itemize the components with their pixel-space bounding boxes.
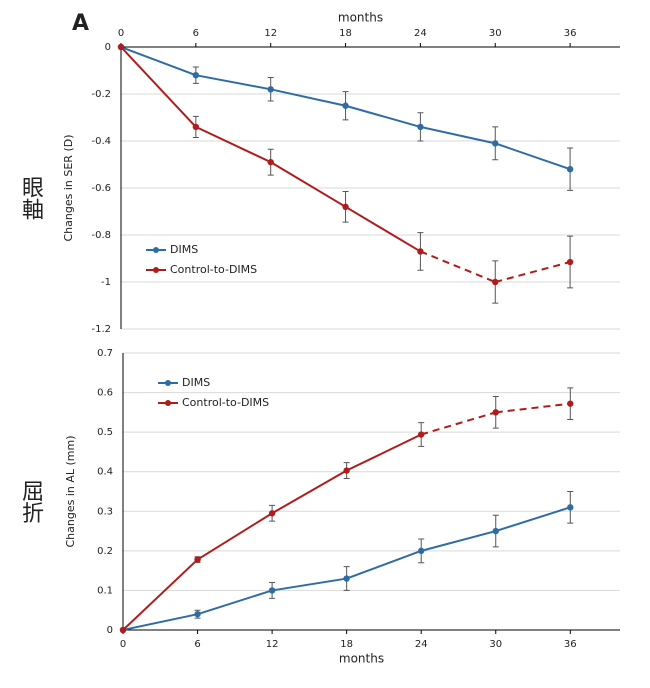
line-segment — [346, 433, 422, 472]
line-segment — [195, 74, 271, 91]
line-segment — [420, 530, 497, 552]
data-point — [268, 510, 276, 517]
line-segment — [271, 469, 348, 515]
data-point — [567, 400, 574, 407]
data-point — [192, 72, 200, 79]
data-point — [343, 575, 350, 582]
data-point — [119, 626, 127, 634]
y-axis-title: Changes in SER (D) — [62, 135, 75, 242]
legend-label: Control-to-DIMS — [182, 396, 269, 409]
line-segment — [345, 104, 421, 128]
legend-marker — [165, 400, 171, 406]
legend-label: DIMS — [182, 376, 210, 389]
x-tick-label: 24 — [414, 28, 427, 39]
data-point — [343, 467, 350, 474]
line-segment — [270, 88, 346, 107]
line-segment — [197, 589, 273, 616]
y-tick-label: 0.4 — [97, 467, 113, 478]
data-point — [492, 278, 499, 286]
x-tick-label: 18 — [339, 28, 352, 39]
x-tick-label: 30 — [489, 28, 502, 39]
data-point — [492, 409, 499, 416]
data-point — [492, 527, 499, 535]
y-tick-label: -0.6 — [91, 183, 111, 194]
data-point — [267, 86, 274, 93]
data-point — [192, 123, 200, 131]
line-segment — [346, 549, 422, 580]
y-tick-label: 0.6 — [97, 388, 113, 399]
legend-label: Control-to-DIMS — [170, 263, 257, 276]
line-segment — [420, 411, 497, 436]
data-point — [566, 258, 574, 266]
line-segment — [495, 402, 571, 414]
y-tick-label: -0.4 — [91, 136, 111, 147]
line-segment — [197, 512, 273, 561]
x-tick-label: 36 — [564, 28, 577, 39]
x-tick-label: 6 — [194, 639, 200, 650]
y-tick-label: -1.2 — [91, 324, 111, 335]
panel-label: A — [72, 11, 89, 36]
x-axis-title: months — [338, 11, 383, 25]
side-label: 眼軸 — [18, 176, 44, 220]
legend-marker — [165, 380, 171, 386]
data-point — [492, 140, 499, 147]
y-tick-label: 0 — [107, 625, 113, 636]
line-segment — [271, 577, 347, 592]
data-point — [342, 203, 349, 210]
data-point — [342, 102, 349, 109]
x-tick-label: 18 — [340, 639, 353, 650]
x-tick-label: 12 — [264, 28, 277, 39]
data-point — [117, 43, 125, 51]
data-point — [194, 556, 201, 563]
y-axis-title: Changes in AL (mm) — [64, 435, 77, 547]
data-point — [566, 166, 574, 173]
x-tick-label: 24 — [415, 639, 428, 650]
y-tick-label: 0.3 — [97, 506, 113, 517]
x-tick-label: 0 — [118, 28, 124, 39]
line-segment — [120, 46, 197, 77]
y-tick-label: -1 — [101, 277, 111, 288]
x-tick-label: 12 — [266, 639, 279, 650]
line-segment — [195, 125, 272, 164]
x-tick-label: 0 — [120, 639, 126, 650]
line-segment — [494, 261, 571, 283]
x-tick-label: 30 — [489, 639, 502, 650]
line-segment — [270, 161, 347, 208]
line-segment — [120, 46, 197, 128]
y-tick-label: 0 — [105, 42, 111, 53]
data-point — [268, 587, 276, 594]
data-point — [567, 504, 574, 511]
line-segment — [122, 558, 199, 631]
line-segment — [345, 205, 421, 253]
x-axis-title: months — [339, 652, 384, 666]
y-tick-label: 0.5 — [97, 427, 113, 438]
data-point — [417, 123, 424, 131]
line-segment — [122, 613, 198, 631]
data-point — [418, 431, 425, 438]
line-segment — [420, 250, 496, 283]
y-tick-label: -0.8 — [91, 230, 111, 241]
data-point — [267, 158, 274, 166]
line-segment — [494, 142, 571, 171]
data-point — [194, 610, 201, 618]
x-tick-label: 6 — [193, 28, 199, 39]
y-tick-label: 0.7 — [97, 348, 113, 359]
line-segment — [495, 506, 571, 533]
x-tick-label: 36 — [564, 639, 577, 650]
legend-label: DIMS — [170, 243, 198, 256]
legend-marker — [153, 267, 159, 274]
y-tick-label: 0.2 — [97, 546, 113, 557]
y-tick-label: -0.2 — [91, 89, 111, 100]
side-label: 屈折 — [18, 480, 44, 524]
data-point — [418, 547, 425, 555]
line-segment — [420, 125, 496, 145]
legend-marker — [153, 247, 159, 254]
data-point — [417, 248, 424, 255]
y-tick-label: 0.1 — [97, 585, 113, 596]
